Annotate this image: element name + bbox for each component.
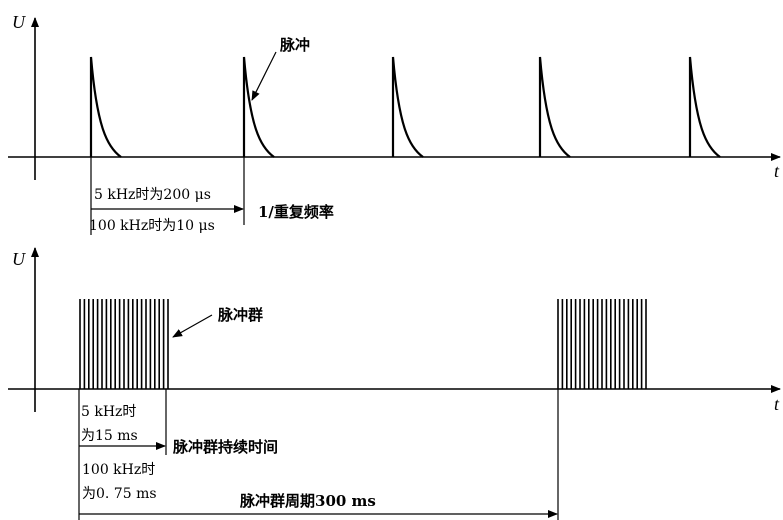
interval-label-5khz: 5 kHz时为200 μs (94, 187, 211, 203)
burst-duration-label: 脉冲群持续时间 (172, 438, 278, 456)
burst-period-label: 脉冲群周期300 ms (239, 492, 376, 510)
pulse (688, 56, 721, 158)
pulse (242, 56, 275, 158)
top-y-axis-label: U (12, 12, 26, 32)
pulse (391, 56, 424, 158)
top-panel: U t 脉冲 5 kHz时为200 μs 100 kHz时为10 μs 1/重复… (8, 12, 781, 235)
bottom-panel: U t 脉冲群 5 kHz时 为15 ms 脉冲群持续时间 100 kHz时 为… (8, 247, 781, 520)
bottom-y-axis-label: U (12, 249, 26, 269)
pulse-train (89, 56, 721, 158)
burst-5khz-line1: 5 kHz时 (81, 404, 136, 420)
top-x-axis-label: t (774, 161, 780, 181)
burst-100khz-line2: 为0. 75 ms (82, 486, 157, 502)
pulse-burst (79, 299, 169, 389)
pulse (89, 56, 122, 158)
burst-label: 脉冲群 (217, 306, 263, 324)
burst-label-leader (172, 314, 213, 338)
pulse-burst (557, 299, 647, 389)
burst-5khz-line2: 为15 ms (81, 428, 138, 444)
pulse (538, 56, 571, 158)
bottom-x-axis-label: t (774, 394, 780, 414)
repetition-label: 1/重复频率 (258, 203, 334, 221)
interval-label-100khz: 100 kHz时为10 μs (89, 218, 215, 234)
pulse-label-leader (251, 51, 277, 101)
pulse-label: 脉冲 (279, 36, 310, 54)
burst-100khz-line1: 100 kHz时 (82, 462, 155, 478)
